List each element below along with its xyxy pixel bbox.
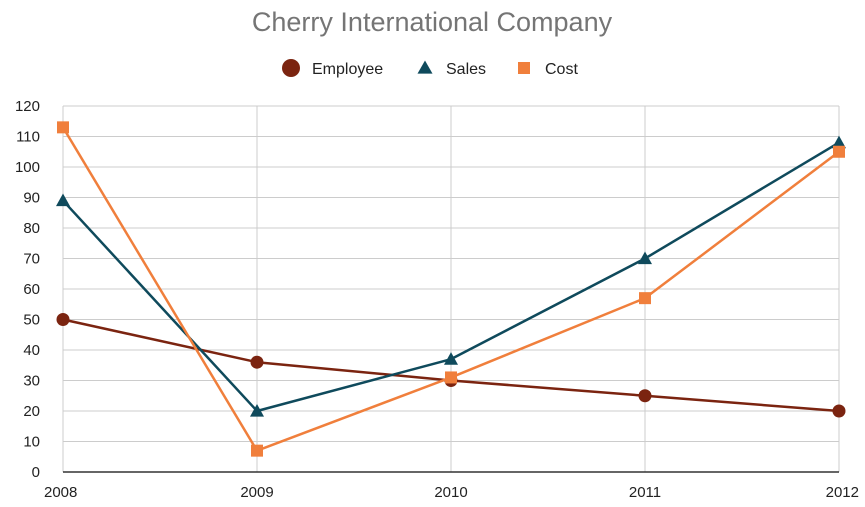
y-tick-label: 0 xyxy=(32,464,40,481)
legend-item-cost: Cost xyxy=(518,61,578,78)
y-tick-label: 120 xyxy=(15,98,40,115)
y-tick-label: 50 xyxy=(23,312,40,329)
x-tick-label: 2008 xyxy=(44,484,77,501)
y-tick-label: 40 xyxy=(23,342,40,359)
y-tick-label: 20 xyxy=(23,403,40,420)
y-tick-label: 100 xyxy=(15,159,40,176)
y-tick-label: 60 xyxy=(23,281,40,298)
y-tick-label: 30 xyxy=(23,373,40,390)
x-tick-label: 2011 xyxy=(629,484,661,501)
y-tick-label: 10 xyxy=(23,434,40,451)
legend-marker-sales xyxy=(417,60,433,74)
y-tick-label: 90 xyxy=(23,190,40,207)
legend: Employee Sales Cost xyxy=(282,59,578,78)
data-point-cost xyxy=(445,371,457,384)
data-point-sales xyxy=(832,135,846,149)
data-point-sales xyxy=(444,352,458,365)
data-point-sales xyxy=(56,193,70,207)
data-point-cost xyxy=(57,121,69,134)
legend-item-sales: Sales xyxy=(417,60,486,78)
legend-marker-employee xyxy=(282,59,300,77)
x-tick-label: 2012 xyxy=(826,484,859,501)
data-point-cost xyxy=(833,145,845,158)
gridlines xyxy=(62,105,840,472)
series-group xyxy=(56,121,846,457)
data-point-sales xyxy=(638,251,652,265)
legend-label-sales: Sales xyxy=(446,61,486,78)
legend-marker-cost xyxy=(518,62,530,74)
legend-label-employee: Employee xyxy=(312,61,383,78)
legend-label-cost: Cost xyxy=(545,61,578,78)
data-point-employee xyxy=(638,389,652,403)
data-point-employee xyxy=(832,404,846,418)
axes: 0 10 20 30 40 50 60 70 80 90 100 110 120 2008 2009 2010… xyxy=(15,98,859,501)
y-tick-label: 110 xyxy=(16,129,40,146)
y-tick-label: 80 xyxy=(23,220,40,237)
data-point-cost xyxy=(639,292,651,305)
data-point-sales xyxy=(250,404,264,417)
series-cost xyxy=(57,121,845,457)
x-tick-label: 2009 xyxy=(240,484,273,501)
x-tick-label: 2010 xyxy=(434,484,467,501)
data-point-employee xyxy=(250,355,264,369)
chart-title: Cherry International Company xyxy=(252,7,613,37)
data-point-employee xyxy=(56,313,70,326)
data-point-cost xyxy=(251,444,263,457)
y-tick-label: 70 xyxy=(23,251,40,268)
legend-item-employee: Employee xyxy=(282,59,383,78)
